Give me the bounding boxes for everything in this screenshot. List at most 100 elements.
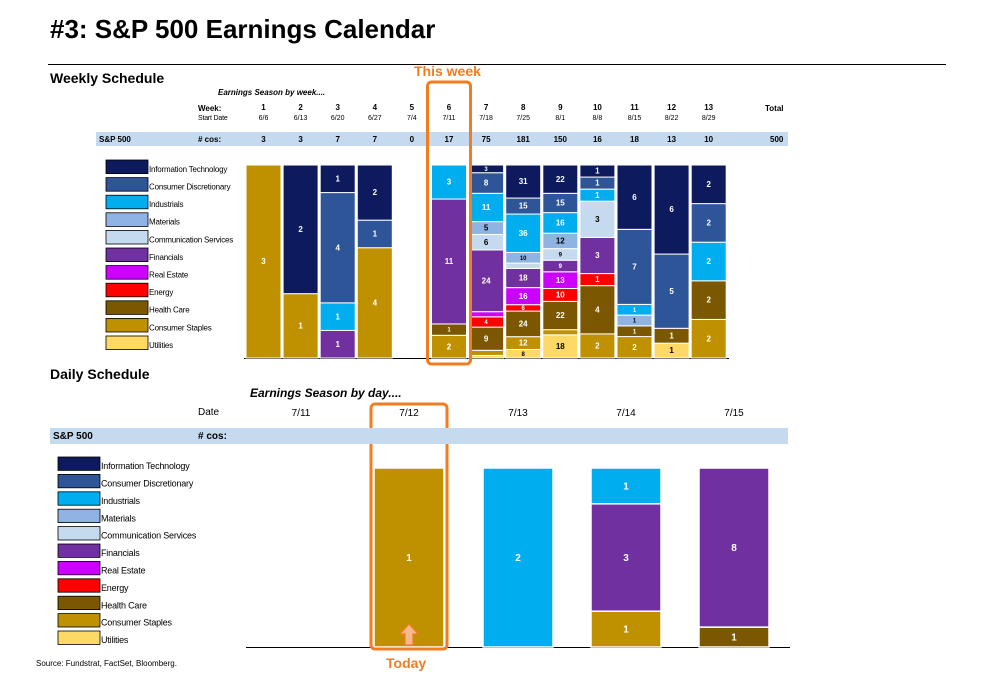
day-date-7-13: 7/13 <box>508 408 528 419</box>
weekly-bar-segment <box>505 213 542 253</box>
daily-count-band <box>50 428 788 444</box>
week-label: Week: <box>198 104 222 113</box>
week-start-8: 7/25 <box>516 115 530 122</box>
weekly-bar-segment <box>505 164 542 199</box>
weekly-segment-label: 2 <box>595 342 600 351</box>
weekly-legend-label-communication-services: Communication Services <box>149 235 233 244</box>
daily-subtitle: Earnings Season by day.... <box>250 386 402 400</box>
week-number-9: 9 <box>558 103 563 112</box>
daily-legend-label-health-care: Health Care <box>101 600 147 610</box>
daily-legend-label-communication-services: Communication Services <box>101 531 197 541</box>
weekly-segment-label: 6 <box>632 193 637 202</box>
weekly-segment-label: 24 <box>519 319 528 328</box>
weekly-bar-segment <box>579 200 616 238</box>
week-start-4: 6/27 <box>368 115 382 122</box>
weekly-segment-label: 1 <box>595 167 600 176</box>
weekly-legend-label-financials: Financials <box>149 253 183 262</box>
daily-bar-segment <box>482 467 554 648</box>
daily-legend-swatch-materials <box>57 508 101 524</box>
daily-cos-label: # cos: <box>198 431 227 442</box>
weekly-bar-segment <box>690 318 727 359</box>
weekly-legend-swatch-financials <box>105 247 149 263</box>
week-start-11: 8/15 <box>628 115 642 122</box>
weekly-bar-segment <box>468 349 505 356</box>
week-start-13: 8/29 <box>702 115 716 122</box>
weekly-bar-segment <box>356 164 393 221</box>
daily-legend-label-materials: Materials <box>101 513 136 523</box>
daily-legend-label-energy: Energy <box>101 583 129 593</box>
this-week-callout: This week <box>414 63 481 79</box>
daily-row-label: S&P 500 <box>53 431 93 442</box>
weekly-bar-segment <box>505 310 542 338</box>
weekly-section-title: Weekly Schedule <box>50 70 165 86</box>
weekly-segment-label: 16 <box>556 219 565 228</box>
weekly-total-value: 500 <box>770 135 784 144</box>
weekly-segment-label: 2 <box>447 342 452 351</box>
week-start-3: 6/20 <box>331 115 345 122</box>
daily-bar-segment <box>590 503 662 612</box>
week-count-7: 75 <box>482 135 491 144</box>
weekly-segment-label: 1 <box>669 331 674 340</box>
week-count-6: 17 <box>445 135 454 144</box>
weekly-legend-label-consumer-staples: Consumer Staples <box>149 323 212 332</box>
week-start-2: 6/13 <box>294 115 308 122</box>
daily-segment-label: 1 <box>623 625 629 636</box>
day-date-7-14: 7/14 <box>616 408 636 419</box>
week-number-6: 6 <box>447 103 452 112</box>
weekly-segment-label: 15 <box>519 202 528 211</box>
weekly-segment-label: 2 <box>706 334 711 343</box>
weekly-legend-swatch-energy <box>105 282 149 298</box>
daily-legend-swatch-consumer-staples <box>57 613 101 628</box>
week-number-5: 5 <box>410 103 415 112</box>
weekly-legend-swatch-materials <box>105 212 149 227</box>
week-start-6: 7/11 <box>442 115 455 122</box>
week-number-3: 3 <box>335 103 340 112</box>
weekly-bar-segment <box>468 164 505 174</box>
weekly-segment-label: 13 <box>556 276 565 285</box>
weekly-bar-segment <box>690 164 727 205</box>
daily-legend-swatch-energy <box>57 578 101 593</box>
week-start-12: 8/22 <box>665 115 679 122</box>
weekly-bar-segment <box>468 311 505 318</box>
weekly-segment-label: 6 <box>484 238 489 247</box>
weekly-segment-label: 8 <box>522 352 526 358</box>
week-start-7: 7/18 <box>479 115 493 122</box>
week-number-7: 7 <box>484 103 489 112</box>
daily-legend-label-information-technology: Information Technology <box>101 461 190 471</box>
daily-legend-swatch-industrials <box>57 491 101 506</box>
weekly-segment-label: 16 <box>519 292 528 301</box>
weekly-segment-label: 9 <box>559 264 563 270</box>
daily-legend-label-industrials: Industrials <box>101 496 141 506</box>
weekly-cos-label: # cos: <box>198 135 222 144</box>
weekly-segment-label: 4 <box>484 320 488 326</box>
week-number-11: 11 <box>630 103 639 112</box>
week-start-9: 8/1 <box>555 115 565 122</box>
today-callout: Today <box>386 655 427 671</box>
week-count-5: 0 <box>410 135 415 144</box>
weekly-segment-label: 1 <box>595 179 600 188</box>
week-count-9: 150 <box>554 135 568 144</box>
weekly-bar-segment <box>690 203 727 243</box>
daily-legend-label-financials: Financials <box>101 548 140 558</box>
daily-bar-segment <box>373 467 445 648</box>
weekly-segment-label: 15 <box>556 199 565 208</box>
daily-legend-label-utilities: Utilities <box>101 635 129 645</box>
weekly-bar-segment <box>579 236 616 275</box>
weekly-bar-segment <box>468 192 505 223</box>
day-date-7-15: 7/15 <box>724 408 744 419</box>
weekly-segment-label: 9 <box>559 253 563 259</box>
weekly-segment-label: 3 <box>595 251 600 260</box>
weekly-segment-label: 1 <box>298 321 303 330</box>
weekly-segment-label: 1 <box>595 275 600 284</box>
weekly-segment-label: 1 <box>335 312 340 321</box>
week-number-2: 2 <box>298 103 303 112</box>
daily-legend-swatch-information-technology <box>57 456 101 471</box>
daily-legend-swatch-real-estate <box>57 561 101 576</box>
daily-legend-label-real-estate: Real Estate <box>101 565 146 575</box>
weekly-segment-label: 8 <box>484 179 489 188</box>
daily-segment-label: 1 <box>406 553 412 564</box>
weekly-segment-label: 5 <box>669 287 674 296</box>
weekly-segment-label: 24 <box>482 276 491 285</box>
weekly-segment-label: 9 <box>484 334 489 343</box>
